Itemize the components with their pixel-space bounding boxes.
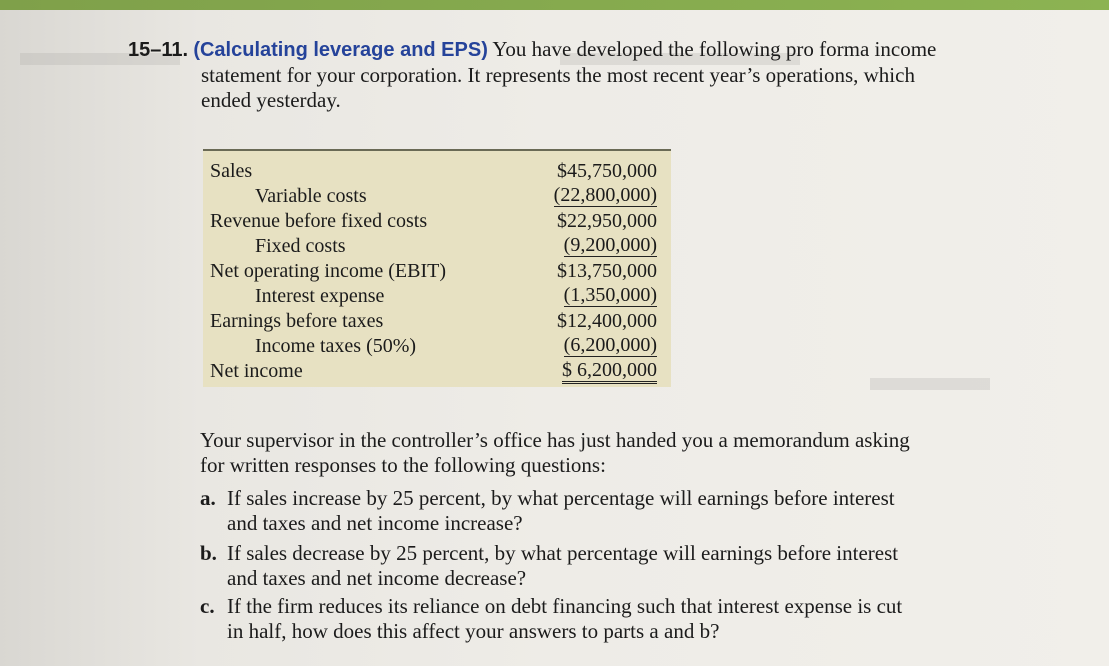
problem-statement: 15–11. (Calculating leverage and EPS) Yo… bbox=[128, 37, 1018, 113]
statement-line-label: Sales bbox=[210, 160, 253, 182]
question-text: If sales increase by 25 percent, by what… bbox=[227, 486, 1027, 536]
page-top-color-strip bbox=[0, 0, 1109, 10]
question-text-line-1: If the firm reduces its reliance on debt… bbox=[227, 594, 903, 618]
statement-row: Earnings before taxes $12,400,000 bbox=[203, 309, 671, 334]
question-text-line-1: If sales increase by 25 percent, by what… bbox=[227, 486, 895, 510]
question-text-line-2: and taxes and net income increase? bbox=[227, 511, 523, 535]
statement-line-amount: (6,200,000) bbox=[563, 334, 657, 357]
problem-intro: You have developed the following pro for… bbox=[492, 37, 937, 61]
question-item: a. If sales increase by 25 percent, by wh… bbox=[200, 486, 1030, 536]
problem-intro-line2: statement for your corporation. It repre… bbox=[201, 63, 915, 87]
statement-line-label: Net operating income (EBIT) bbox=[210, 260, 447, 282]
statement-line-amount: $12,400,000 bbox=[557, 310, 657, 332]
question-letter: b. bbox=[200, 541, 217, 565]
memorandum-intro: Your supervisor in the controller’s offi… bbox=[200, 428, 1030, 478]
question-text: If the firm reduces its reliance on debt… bbox=[227, 594, 1027, 644]
problem-topic: (Calculating leverage and EPS) bbox=[193, 39, 488, 61]
statement-row: Fixed costs (9,200,000) bbox=[203, 234, 671, 259]
pro-forma-income-statement: Sales $45,750,000 Variable costs (22,800,00… bbox=[203, 149, 671, 387]
statement-top-rule bbox=[203, 149, 671, 151]
statement-row: Net income $ 6,200,000 bbox=[203, 359, 671, 384]
statement-line-label: Fixed costs bbox=[255, 235, 346, 257]
statement-line-amount: (1,350,000) bbox=[563, 284, 657, 307]
statement-line-amount: $13,750,000 bbox=[557, 260, 657, 282]
statement-line-label: Earnings before taxes bbox=[210, 310, 384, 332]
statement-row: Sales $45,750,000 bbox=[203, 159, 671, 184]
statement-line-label: Income taxes (50%) bbox=[255, 335, 417, 357]
statement-row: Revenue before fixed costs $22,950,000 bbox=[203, 209, 671, 234]
question-text-line-1: If sales decrease by 25 percent, by what… bbox=[227, 541, 899, 565]
question-text: If sales decrease by 25 percent, by what… bbox=[227, 541, 1027, 591]
statement-line-label: Variable costs bbox=[255, 185, 367, 207]
memo-line-1: Your supervisor in the controller’s offi… bbox=[200, 428, 910, 452]
statement-line-amount: $ 6,200,000 bbox=[562, 359, 657, 384]
show-through-heading-right: ▬▬▬▬▬▬ bbox=[560, 30, 800, 74]
memo-line-2: for written responses to the following q… bbox=[200, 453, 606, 477]
question-item: c. If the firm reduces its reliance on de… bbox=[200, 594, 1030, 644]
problem-number: 15–11. bbox=[128, 39, 189, 61]
statement-row: Variable costs (22,800,000) bbox=[203, 184, 671, 209]
statement-line-amount: (9,200,000) bbox=[563, 234, 657, 257]
statement-line-label: Interest expense bbox=[255, 285, 385, 307]
question-text-line-2: and taxes and net income decrease? bbox=[227, 566, 527, 590]
statement-row: Income taxes (50%) (6,200,000) bbox=[203, 334, 671, 359]
statement-row: Interest expense (1,350,000) bbox=[203, 284, 671, 309]
problem-intro-line3: ended yesterday. bbox=[201, 88, 341, 112]
question-text-line-2: in half, how does this affect your answe… bbox=[227, 619, 720, 643]
question-letter: a. bbox=[200, 486, 216, 510]
question-item: b. If sales decrease by 25 percent, by wh… bbox=[200, 541, 1030, 591]
statement-line-amount: $45,750,000 bbox=[557, 160, 657, 182]
statement-row: Net operating income (EBIT) $13,750,000 bbox=[203, 259, 671, 284]
statement-line-label: Net income bbox=[210, 360, 303, 382]
statement-line-amount: (22,800,000) bbox=[553, 184, 657, 207]
statement-line-amount: $22,950,000 bbox=[557, 210, 657, 232]
question-letter: c. bbox=[200, 594, 215, 618]
statement-line-label: Revenue before fixed costs bbox=[210, 210, 428, 232]
show-through-heading: ▬▬▬▬ bbox=[20, 30, 180, 74]
show-through-label: ▬▬▬ bbox=[870, 355, 990, 399]
